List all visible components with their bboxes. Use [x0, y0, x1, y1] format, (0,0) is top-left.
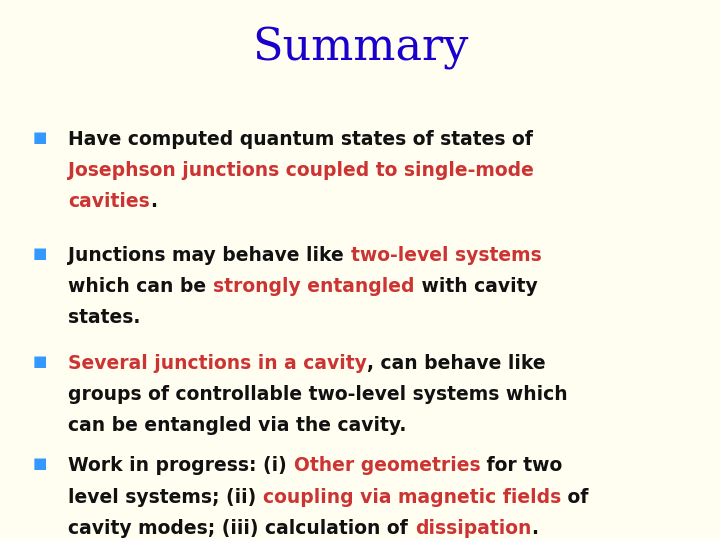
Text: cavities: cavities	[68, 192, 150, 211]
Text: dissipation: dissipation	[415, 519, 531, 538]
Text: Other geometries: Other geometries	[294, 456, 480, 475]
Text: two-level systems: two-level systems	[351, 246, 541, 265]
Text: Junctions may behave like: Junctions may behave like	[68, 246, 351, 265]
Text: states.: states.	[68, 308, 141, 327]
Text: Josephson junctions coupled to single-mode: Josephson junctions coupled to single-mo…	[68, 161, 534, 180]
Text: Several junctions in a cavity: Several junctions in a cavity	[68, 354, 367, 373]
Text: for two: for two	[480, 456, 562, 475]
Text: .: .	[150, 192, 157, 211]
Text: ■: ■	[32, 246, 47, 261]
Text: strongly entangled: strongly entangled	[213, 277, 415, 296]
Text: of: of	[562, 488, 589, 507]
Text: ■: ■	[32, 130, 47, 145]
Text: which can be: which can be	[68, 277, 213, 296]
Text: groups of controllable two-level systems which: groups of controllable two-level systems…	[68, 385, 568, 404]
Text: .: .	[531, 519, 538, 538]
Text: Have computed quantum states of states of: Have computed quantum states of states o…	[68, 130, 534, 148]
Text: level systems; (ii): level systems; (ii)	[68, 488, 263, 507]
Text: can be entangled via the cavity.: can be entangled via the cavity.	[68, 416, 407, 435]
Text: Summary: Summary	[252, 27, 468, 70]
Text: ■: ■	[32, 354, 47, 369]
Text: Work in progress: (i): Work in progress: (i)	[68, 456, 294, 475]
Text: , can behave like: , can behave like	[367, 354, 546, 373]
Text: with cavity: with cavity	[415, 277, 537, 296]
Text: cavity modes; (iii) calculation of: cavity modes; (iii) calculation of	[68, 519, 415, 538]
Text: ■: ■	[32, 456, 47, 471]
Text: coupling via magnetic fields: coupling via magnetic fields	[263, 488, 562, 507]
